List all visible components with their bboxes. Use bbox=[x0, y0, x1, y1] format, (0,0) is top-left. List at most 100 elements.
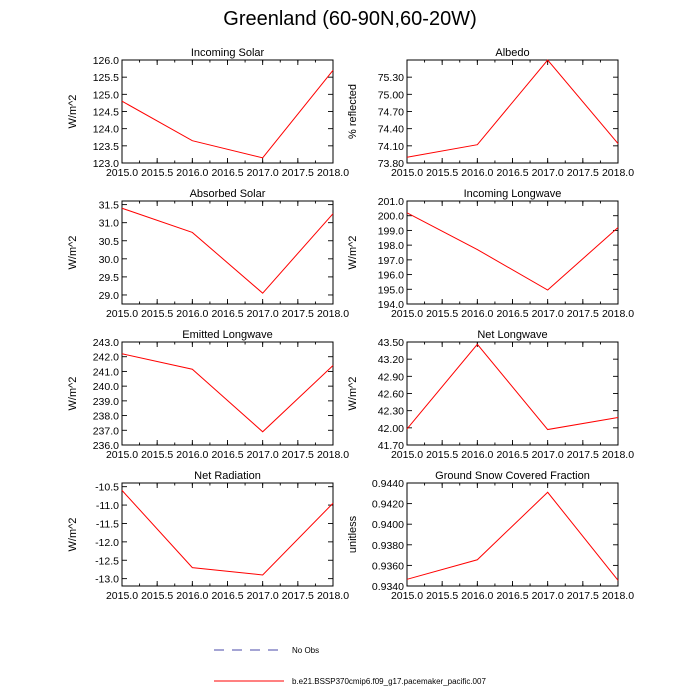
y-tick-label: -12.5 bbox=[95, 555, 119, 567]
y-tick-label: 31.5 bbox=[99, 200, 120, 212]
x-tick-label: 2016.0 bbox=[461, 449, 493, 461]
y-tick-label: 42.90 bbox=[378, 371, 404, 383]
y-tick-label: 30.0 bbox=[99, 254, 120, 266]
x-tick-label: 2016.0 bbox=[176, 449, 208, 461]
series-line bbox=[406, 212, 619, 291]
x-tick-label: 2017.0 bbox=[532, 308, 564, 320]
y-tick-label: 43.50 bbox=[378, 337, 404, 349]
x-tick-label: 2016.0 bbox=[461, 167, 493, 179]
y-tick-label: 126.0 bbox=[93, 55, 119, 67]
x-tick-label: 2017.5 bbox=[567, 308, 599, 320]
y-tick-label: 0.9400 bbox=[372, 519, 404, 531]
x-tick-label: 2015.5 bbox=[141, 449, 173, 461]
y-tick-label: 199.0 bbox=[378, 225, 404, 237]
y-tick-label: 240.0 bbox=[93, 381, 119, 393]
x-tick-label: 2017.5 bbox=[567, 167, 599, 179]
x-tick-label: 2016.5 bbox=[496, 590, 528, 602]
x-tick-label: 2015.5 bbox=[426, 449, 458, 461]
x-tick-label: 2015.5 bbox=[426, 308, 458, 320]
x-tick-label: 2017.5 bbox=[282, 590, 314, 602]
series-line bbox=[121, 207, 334, 294]
y-axis-label: W/m^2 bbox=[67, 236, 79, 270]
x-tick-label: 2017.0 bbox=[247, 167, 279, 179]
x-tick-label: 2015.0 bbox=[106, 308, 138, 320]
y-tick-label: 42.00 bbox=[378, 423, 404, 435]
x-tick-label: 2016.5 bbox=[211, 590, 243, 602]
y-tick-label: 198.0 bbox=[378, 240, 404, 252]
plot-frame bbox=[121, 59, 334, 164]
x-tick-label: 2015.5 bbox=[141, 167, 173, 179]
y-axis-label: W/m^2 bbox=[347, 377, 359, 411]
y-axis-label: W/m^2 bbox=[67, 518, 79, 552]
x-tick-label: 2016.5 bbox=[211, 167, 243, 179]
x-tick-label: 2016.0 bbox=[176, 308, 208, 320]
x-tick-label: 2018.0 bbox=[602, 308, 634, 320]
y-tick-label: 196.0 bbox=[378, 270, 404, 282]
x-tick-label: 2017.0 bbox=[532, 167, 564, 179]
plot-frame bbox=[121, 341, 334, 446]
series-line bbox=[406, 59, 619, 158]
x-tick-label: 2017.5 bbox=[282, 308, 314, 320]
y-tick-label: 0.9340 bbox=[372, 581, 404, 593]
y-tick-label: 0.9420 bbox=[372, 499, 404, 511]
series-line bbox=[406, 491, 619, 581]
x-tick-label: 2017.0 bbox=[532, 590, 564, 602]
panel-title: Albedo bbox=[495, 47, 529, 59]
y-tick-label: 241.0 bbox=[93, 366, 119, 378]
y-tick-label: 0.9380 bbox=[372, 540, 404, 552]
y-axis-label: W/m^2 bbox=[67, 95, 79, 129]
panel-net-radiation: 2015.0 2015.5 2016.0 2016.5 2017.0 2017.5 2018… bbox=[67, 470, 349, 602]
y-tick-label: 243.0 bbox=[93, 337, 119, 349]
plot-frame bbox=[406, 59, 619, 164]
y-tick-label: -13.0 bbox=[95, 574, 119, 586]
y-tick-label: 75.00 bbox=[378, 89, 404, 101]
plot-frame bbox=[121, 482, 334, 587]
x-tick-label: 2016.5 bbox=[496, 167, 528, 179]
y-tick-label: 124.0 bbox=[93, 124, 119, 136]
x-tick-label: 2017.0 bbox=[247, 590, 279, 602]
x-tick-label: 2015.5 bbox=[426, 590, 458, 602]
y-tick-label: 124.5 bbox=[93, 107, 119, 119]
x-tick-label: 2017.5 bbox=[282, 167, 314, 179]
x-tick-label: 2016.5 bbox=[496, 449, 528, 461]
y-tick-label: 125.5 bbox=[93, 72, 119, 84]
x-tick-label: 2015.0 bbox=[391, 590, 423, 602]
panel-incoming-longwave: 2015.0 2015.5 2016.0 2016.5 2017.0 2017.5 2018… bbox=[347, 188, 634, 320]
panel-absorbed-solar: 2015.0 2015.5 2016.0 2016.5 2017.0 2017.5 2018… bbox=[67, 188, 349, 320]
y-tick-label: -11.0 bbox=[96, 500, 119, 512]
legend: No Obs b.e21.BSSP370cmip6.f09_g17.pacemak… bbox=[214, 646, 486, 686]
panel-title: Emitted Longwave bbox=[182, 329, 273, 341]
x-tick-label: 2018.0 bbox=[317, 449, 349, 461]
panel-ground-snow-covered-fraction: 2015.0 2015.5 2016.0 2016.5 2017.0 2017.5 2018… bbox=[347, 470, 634, 602]
x-tick-label: 2015.0 bbox=[391, 308, 423, 320]
y-tick-label: -12.0 bbox=[95, 537, 119, 549]
y-axis-label: W/m^2 bbox=[67, 377, 79, 411]
x-tick-label: 2015.0 bbox=[106, 167, 138, 179]
plot-frame bbox=[121, 200, 334, 305]
y-axis-label: % reflected bbox=[347, 84, 359, 139]
y-tick-label: 29.5 bbox=[99, 272, 120, 284]
x-tick-label: 2016.0 bbox=[461, 590, 493, 602]
y-axis-label: unitless bbox=[347, 515, 359, 553]
x-tick-label: 2016.0 bbox=[176, 167, 208, 179]
x-tick-label: 2016.0 bbox=[461, 308, 493, 320]
y-tick-label: 238.0 bbox=[93, 411, 119, 423]
y-tick-label: 30.5 bbox=[99, 236, 120, 248]
x-tick-label: 2015.0 bbox=[106, 449, 138, 461]
x-tick-label: 2017.5 bbox=[567, 590, 599, 602]
legend-series-label: b.e21.BSSP370cmip6.f09_g17.pacemaker_pac… bbox=[292, 677, 486, 686]
plot-frame bbox=[406, 200, 619, 305]
y-tick-label: 74.10 bbox=[378, 141, 404, 153]
x-tick-label: 2015.0 bbox=[106, 590, 138, 602]
y-tick-label: 42.60 bbox=[378, 389, 404, 401]
y-tick-label: 194.0 bbox=[378, 299, 404, 311]
y-tick-label: 195.0 bbox=[378, 284, 404, 296]
figure-title: Greenland (60-90N,60-20W) bbox=[223, 8, 477, 30]
y-tick-label: 42.30 bbox=[378, 406, 404, 418]
x-tick-label: 2016.5 bbox=[496, 308, 528, 320]
x-tick-label: 2015.5 bbox=[426, 167, 458, 179]
x-tick-label: 2016.0 bbox=[176, 590, 208, 602]
legend-obs-label: No Obs bbox=[292, 646, 319, 655]
panel-title: Net Longwave bbox=[477, 329, 547, 341]
